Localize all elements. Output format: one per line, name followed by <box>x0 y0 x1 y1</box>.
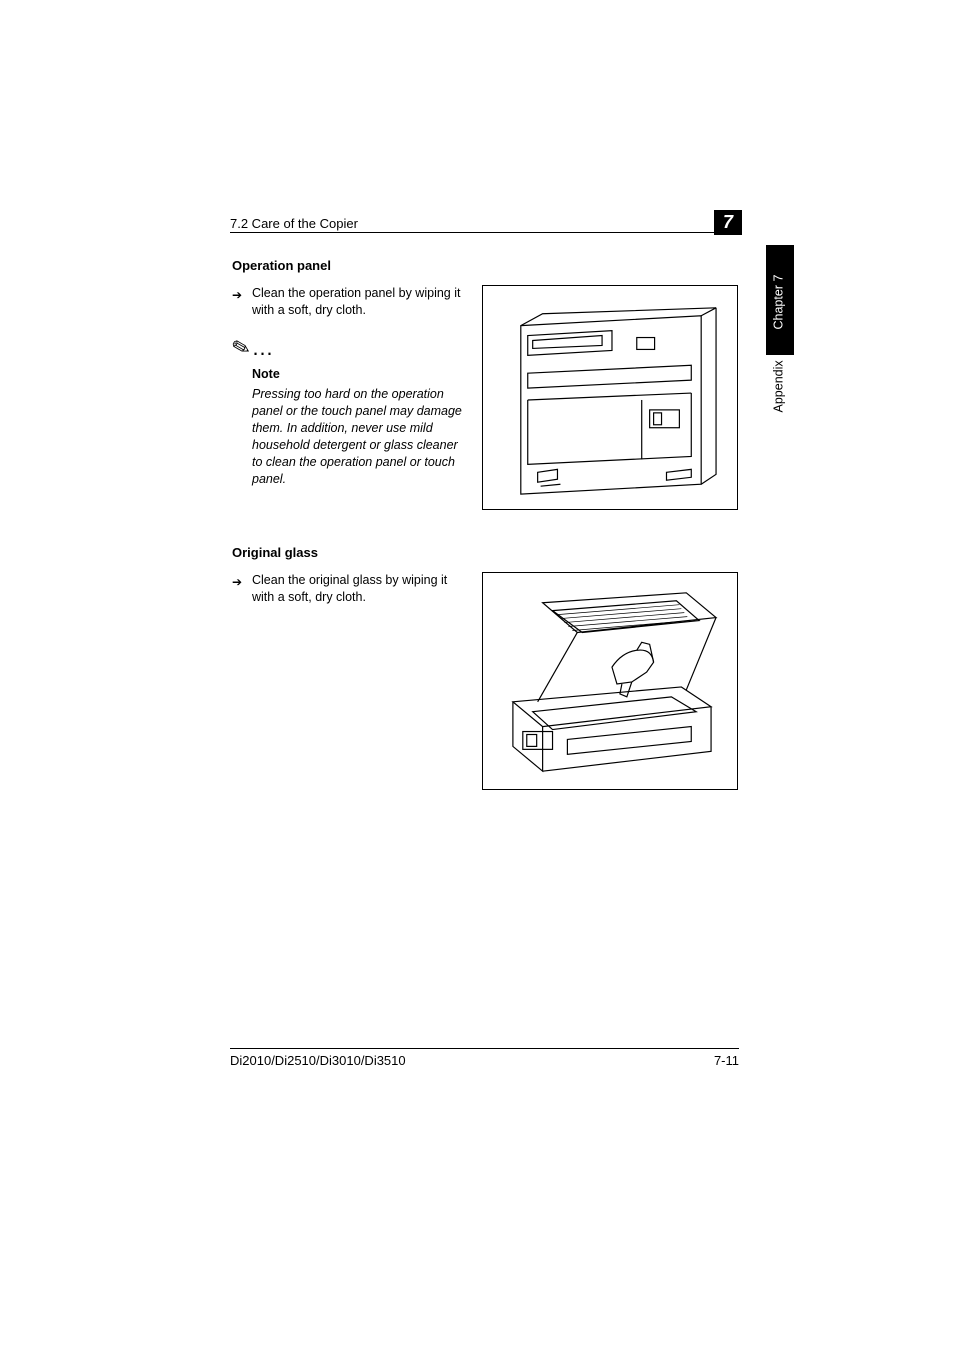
operation-panel-bullet-text: Clean the operation panel by wiping it w… <box>252 286 460 317</box>
original-glass-illustration <box>482 572 738 790</box>
operation-panel-row: ➔ Clean the operation panel by wiping it… <box>232 285 739 510</box>
side-label-chapter: Chapter 7 <box>772 275 786 330</box>
note-text: Pressing too hard on the operation panel… <box>232 386 464 487</box>
footer: Di2010/Di2510/Di3010/Di3510 7-11 <box>230 1053 739 1068</box>
original-glass-bullet-text: Clean the original glass by wiping it wi… <box>252 573 447 604</box>
original-glass-bullet: ➔ Clean the original glass by wiping it … <box>232 572 464 606</box>
main-content: Operation panel ➔ Clean the operation pa… <box>232 258 739 790</box>
copier-front-svg <box>483 286 737 509</box>
arrow-icon: ➔ <box>232 287 242 303</box>
footer-rule <box>230 1048 739 1049</box>
operation-panel-illustration <box>482 285 738 510</box>
operation-panel-bullet: ➔ Clean the operation panel by wiping it… <box>232 285 464 319</box>
page-container: 7.2 Care of the Copier 7 Chapter 7 Appen… <box>0 0 954 1351</box>
header-rule <box>230 232 739 233</box>
section-title-original-glass: Original glass <box>232 545 739 560</box>
original-glass-text: ➔ Clean the original glass by wiping it … <box>232 572 464 790</box>
section-title-operation-panel: Operation panel <box>232 258 739 273</box>
copier-open-lid-svg <box>483 573 737 789</box>
original-glass-row: ➔ Clean the original glass by wiping it … <box>232 572 739 790</box>
footer-model: Di2010/Di2510/Di3010/Di3510 <box>230 1053 406 1068</box>
side-label-appendix: Appendix <box>772 358 786 413</box>
footer-page: 7-11 <box>714 1053 739 1068</box>
chapter-number-badge: 7 <box>714 210 742 235</box>
header-section-text: 7.2 Care of the Copier <box>230 216 739 231</box>
note-label: Note <box>232 366 464 383</box>
operation-panel-text: ➔ Clean the operation panel by wiping it… <box>232 285 464 510</box>
note-icon: ✎… <box>232 333 464 363</box>
arrow-icon: ➔ <box>232 574 242 590</box>
